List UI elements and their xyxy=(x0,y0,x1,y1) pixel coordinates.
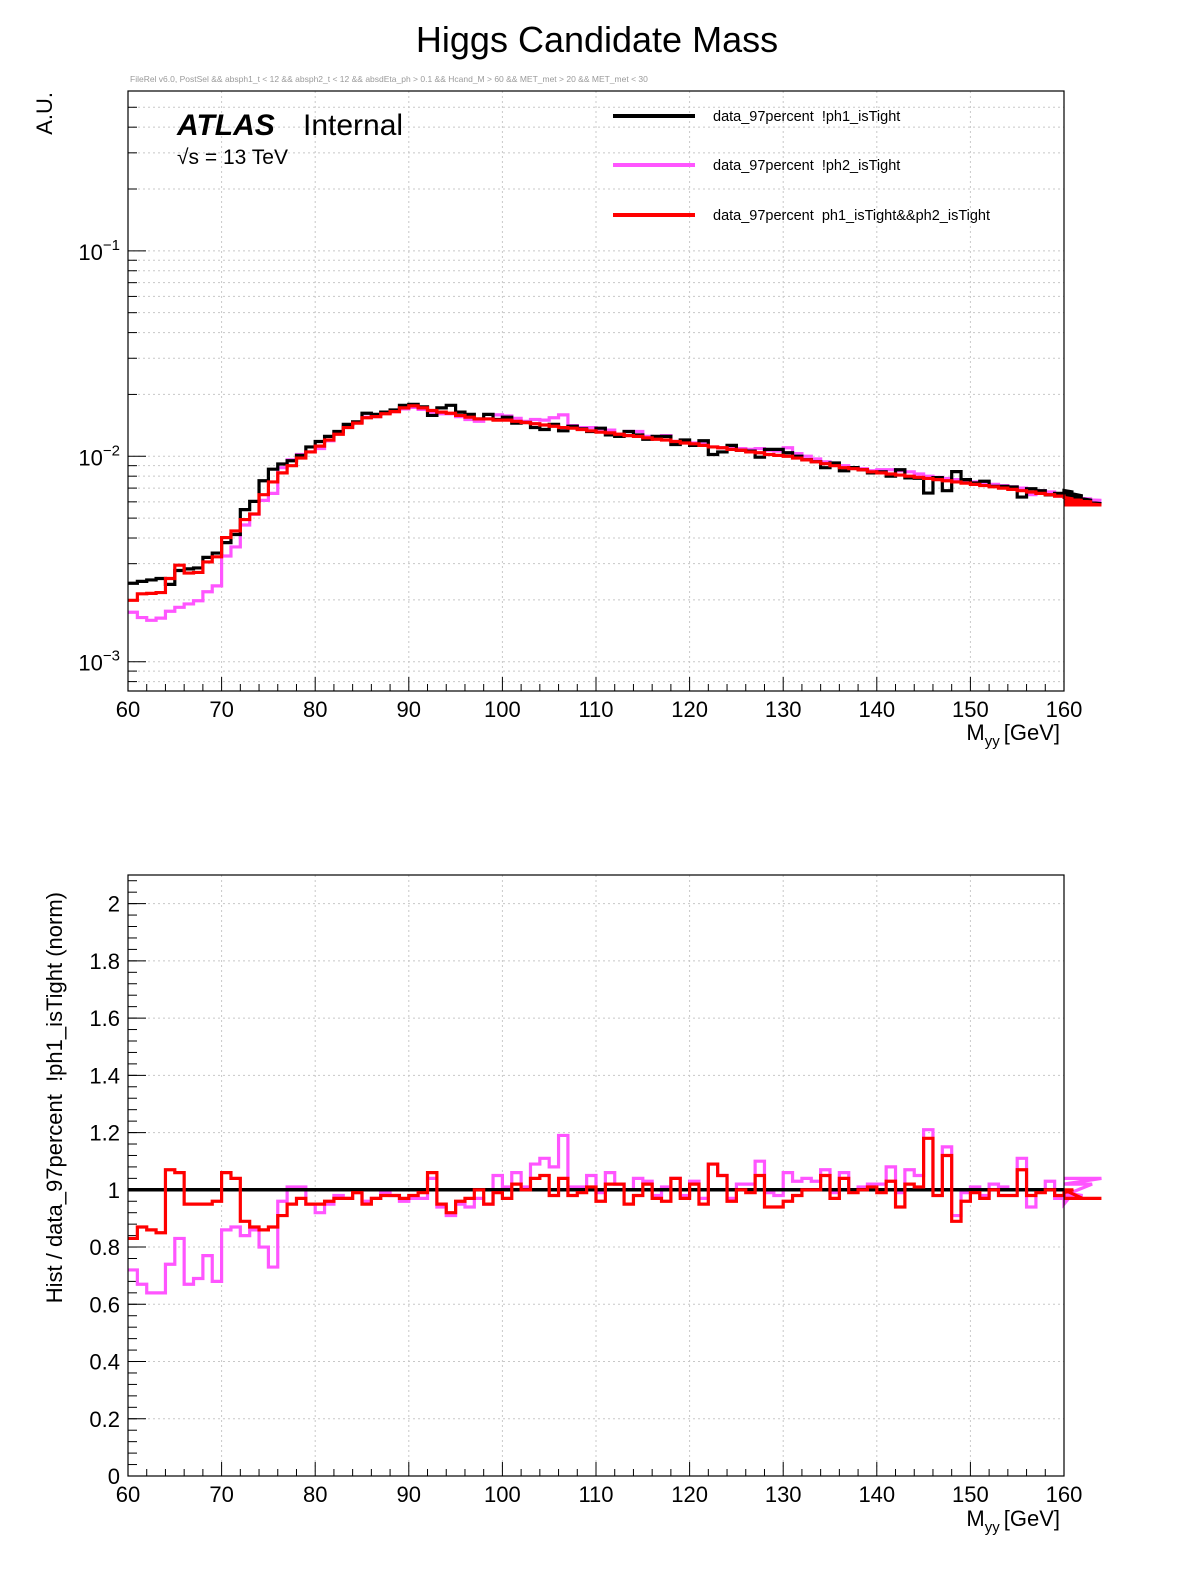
bottom-frame xyxy=(127,874,1065,1477)
legend: data_97percent !ph1_isTight data_97perce… xyxy=(613,109,990,224)
x-tick-label: 140 xyxy=(858,697,895,722)
x-tick-label: 60 xyxy=(116,1482,140,1507)
y-tick-label: 0.8 xyxy=(89,1235,120,1260)
x-tick-label: 80 xyxy=(303,697,327,722)
x-tick-label: 70 xyxy=(209,1482,233,1507)
atlas-status-label: Internal xyxy=(303,109,403,142)
x-tick-label: 120 xyxy=(671,1482,708,1507)
series-line-magenta xyxy=(128,405,1102,622)
y-tick-label: 0.2 xyxy=(89,1407,120,1432)
legend-label-red: data_97percent ph1_isTight&&ph2_isTight xyxy=(713,208,990,224)
bottom-panel: 60 70 80 90 100 110 120 130 140 150 160 0 0.2 0.4 0.6 0… xyxy=(42,874,1102,1536)
x-tick-label: 160 xyxy=(1046,1482,1083,1507)
x-tick-label: 130 xyxy=(765,1482,802,1507)
y-tick-label: 10−3 xyxy=(78,648,120,676)
x-tick-label: 90 xyxy=(397,697,421,722)
series-line-red xyxy=(128,404,1102,602)
bottom-ticks: 60 70 80 90 100 110 120 130 140 150 160 0 0.2 0.4 0.6 0… xyxy=(89,880,1083,1507)
y-tick-label: 2 xyxy=(108,892,120,917)
x-tick-label: 80 xyxy=(303,1482,327,1507)
selection-note: FileRel v6.0, PostSel && absph1_t < 12 &… xyxy=(130,74,648,84)
top-x-axis-label: Myy [GeV] xyxy=(966,720,1060,750)
x-tick-label: 90 xyxy=(397,1482,421,1507)
chart-title: Higgs Candidate Mass xyxy=(416,19,778,60)
top-frame xyxy=(127,90,1065,692)
top-y-axis-label: A.U. xyxy=(32,92,57,135)
y-tick-label: 10−1 xyxy=(78,237,120,265)
x-tick-label: 100 xyxy=(484,1482,521,1507)
energy-label: √s = 13 TeV xyxy=(177,146,288,169)
y-tick-label: 1.6 xyxy=(89,1006,120,1031)
x-tick-label: 150 xyxy=(952,1482,989,1507)
top-panel: 60 70 80 90 100 110 120 130 140 150 160 10−1 10−2 10−… xyxy=(32,90,1102,750)
legend-label-black: data_97percent !ph1_isTight xyxy=(713,109,900,125)
y-tick-label: 1.4 xyxy=(89,1063,120,1088)
x-tick-label: 110 xyxy=(578,697,613,722)
bottom-series xyxy=(128,1128,1102,1295)
bottom-y-axis-label: Hist / data_97percent !ph1_isTight (norm… xyxy=(42,892,67,1303)
series-line-red xyxy=(128,1136,1102,1241)
x-tick-label: 150 xyxy=(952,697,989,722)
y-tick-label: 10−2 xyxy=(78,442,120,470)
y-tick-label: 0.6 xyxy=(89,1292,120,1317)
y-tick-label: 0.4 xyxy=(89,1350,120,1375)
series-line-black xyxy=(128,402,1102,586)
x-tick-label: 70 xyxy=(209,697,233,722)
x-tick-label: 130 xyxy=(765,697,802,722)
legend-label-magenta: data_97percent !ph2_isTight xyxy=(713,158,900,174)
x-tick-label: 110 xyxy=(578,1482,613,1507)
top-ticks: 60 70 80 90 100 110 120 130 140 150 160 10−1 10−2 10−… xyxy=(78,106,1083,722)
x-tick-label: 120 xyxy=(671,697,708,722)
y-tick-label: 1.2 xyxy=(89,1121,120,1146)
series-line-magenta xyxy=(128,1128,1102,1295)
top-grid xyxy=(127,91,1065,691)
x-tick-label: 160 xyxy=(1046,697,1083,722)
x-tick-label: 140 xyxy=(858,1482,895,1507)
bottom-x-axis-label: Myy [GeV] xyxy=(966,1506,1060,1536)
top-series xyxy=(128,402,1102,622)
y-tick-label: 1.8 xyxy=(89,949,120,974)
y-tick-label: 0 xyxy=(108,1464,120,1489)
x-tick-label: 100 xyxy=(484,697,521,722)
x-tick-label: 60 xyxy=(116,697,140,722)
atlas-label: ATLAS xyxy=(176,109,275,142)
y-tick-label: 1 xyxy=(108,1178,120,1203)
